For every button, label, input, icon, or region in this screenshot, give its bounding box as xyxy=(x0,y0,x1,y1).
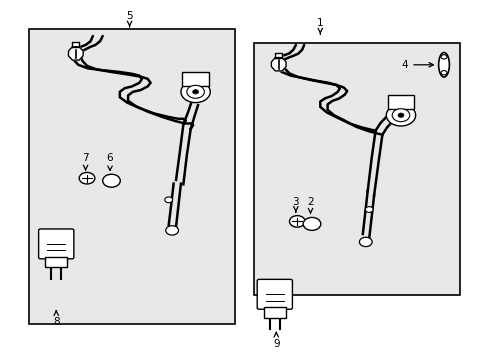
Polygon shape xyxy=(72,42,79,47)
Circle shape xyxy=(181,81,210,103)
Text: 4: 4 xyxy=(401,60,432,70)
Text: 5: 5 xyxy=(126,11,133,27)
Ellipse shape xyxy=(438,53,448,77)
FancyBboxPatch shape xyxy=(387,95,413,109)
Circle shape xyxy=(359,237,371,247)
Circle shape xyxy=(391,109,409,122)
Circle shape xyxy=(186,85,204,98)
FancyBboxPatch shape xyxy=(29,29,234,324)
FancyBboxPatch shape xyxy=(39,229,74,259)
Text: 1: 1 xyxy=(316,18,323,34)
Polygon shape xyxy=(275,53,282,58)
Circle shape xyxy=(440,55,446,59)
Text: 9: 9 xyxy=(272,333,279,349)
Text: 8: 8 xyxy=(53,311,60,327)
FancyBboxPatch shape xyxy=(263,307,285,318)
Circle shape xyxy=(365,207,372,212)
Circle shape xyxy=(386,104,415,126)
Circle shape xyxy=(165,226,178,235)
FancyBboxPatch shape xyxy=(45,257,67,267)
Circle shape xyxy=(164,197,172,203)
Polygon shape xyxy=(68,47,83,60)
Circle shape xyxy=(192,90,198,94)
Circle shape xyxy=(102,174,120,187)
Text: 6: 6 xyxy=(106,153,113,170)
Text: 7: 7 xyxy=(82,153,89,170)
Circle shape xyxy=(79,172,95,184)
Circle shape xyxy=(440,71,446,75)
FancyBboxPatch shape xyxy=(182,72,208,86)
Circle shape xyxy=(289,216,305,227)
Text: 3: 3 xyxy=(292,197,299,212)
FancyBboxPatch shape xyxy=(254,43,459,295)
FancyBboxPatch shape xyxy=(257,279,292,309)
Polygon shape xyxy=(271,58,285,71)
Circle shape xyxy=(303,217,320,230)
Circle shape xyxy=(397,113,403,117)
Text: 2: 2 xyxy=(306,197,313,213)
